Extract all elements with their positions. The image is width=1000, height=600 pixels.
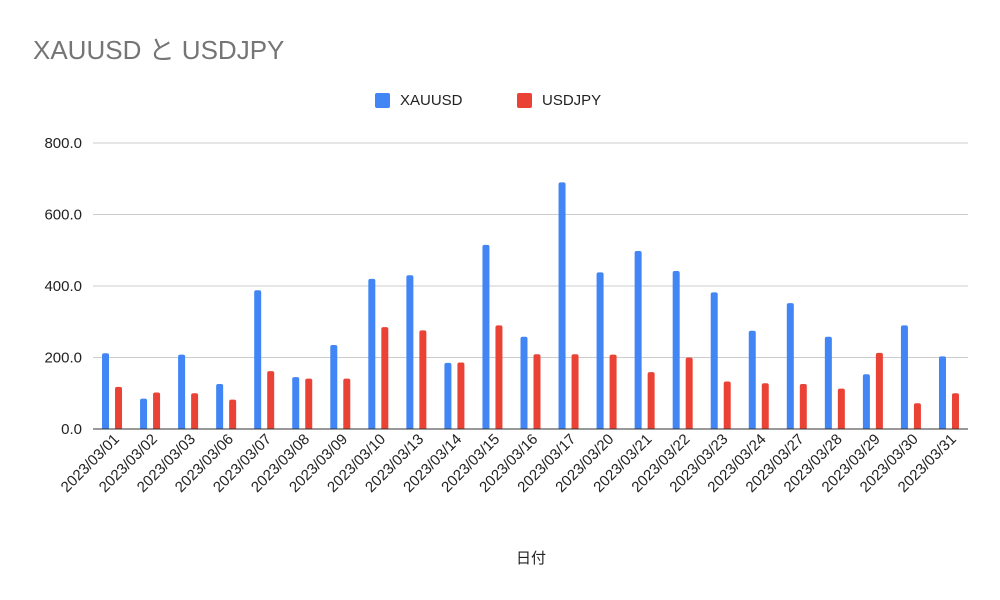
bar-xauusd-2023/03/07 <box>254 290 262 429</box>
bar-usdjpy-2023/03/28 <box>837 388 845 429</box>
bar-xauusd-2023/03/24 <box>748 330 756 429</box>
chart-title: XAUUSD と USDJPY <box>33 35 285 65</box>
bar-usdjpy-2023/03/24 <box>761 383 769 429</box>
bar-xauusd-2023/03/15 <box>482 244 490 429</box>
bar-usdjpy-2023/03/09 <box>343 378 351 429</box>
bar-xauusd-2023/03/21 <box>634 250 642 429</box>
bar-xauusd-2023/03/29 <box>862 374 870 429</box>
bar-usdjpy-2023/03/27 <box>799 383 807 429</box>
y-tick-label: 800.0 <box>44 135 82 152</box>
y-tick-label: 200.0 <box>44 350 82 367</box>
legend-swatch-xauusd <box>375 92 390 108</box>
legend-item-xauusd[interactable]: XAUUSD <box>375 88 463 112</box>
bar-xauusd-2023/03/02 <box>140 398 148 429</box>
y-tick-label: 600.0 <box>44 207 82 224</box>
bar-usdjpy-2023/03/31 <box>951 393 959 429</box>
bar-usdjpy-2023/03/29 <box>875 352 883 429</box>
bar-xauusd-2023/03/09 <box>330 344 338 429</box>
bar-xauusd-2023/03/01 <box>102 353 110 429</box>
bar-usdjpy-2023/03/07 <box>267 371 275 429</box>
bar-usdjpy-2023/03/21 <box>647 372 655 429</box>
bar-usdjpy-2023/03/14 <box>457 362 465 429</box>
legend-label-usdjpy: USDJPY <box>542 91 602 109</box>
bar-usdjpy-2023/03/20 <box>609 354 617 429</box>
bar-usdjpy-2023/03/03 <box>191 393 199 429</box>
bar-usdjpy-2023/03/22 <box>685 357 693 429</box>
bar-xauusd-2023/03/03 <box>178 354 186 429</box>
bar-xauusd-2023/03/10 <box>368 278 376 429</box>
bar-xauusd-2023/03/16 <box>520 336 528 429</box>
bar-xauusd-2023/03/20 <box>596 272 604 429</box>
bar-usdjpy-2023/03/17 <box>571 354 579 429</box>
legend: XAUUSD USDJPY <box>0 88 1000 112</box>
bar-usdjpy-2023/03/13 <box>419 330 427 429</box>
y-tick-label: 400.0 <box>44 278 82 295</box>
bar-xauusd-2023/03/08 <box>292 377 300 429</box>
legend-label-xauusd: XAUUSD <box>400 91 463 109</box>
bar-usdjpy-2023/03/08 <box>305 378 313 429</box>
bar-usdjpy-2023/03/30 <box>913 403 921 429</box>
bar-xauusd-2023/03/06 <box>216 383 224 429</box>
bar-usdjpy-2023/03/01 <box>115 386 123 429</box>
bar-xauusd-2023/03/14 <box>444 362 452 429</box>
legend-swatch-usdjpy <box>517 92 532 108</box>
bar-usdjpy-2023/03/16 <box>533 354 541 429</box>
bar-xauusd-2023/03/30 <box>900 325 908 429</box>
legend-item-usdjpy[interactable]: USDJPY <box>517 88 601 112</box>
bar-usdjpy-2023/03/02 <box>153 392 161 429</box>
bar-xauusd-2023/03/27 <box>786 303 794 429</box>
bar-usdjpy-2023/03/23 <box>723 381 731 429</box>
bar-xauusd-2023/03/17 <box>558 182 566 429</box>
bar-usdjpy-2023/03/10 <box>381 327 389 429</box>
bar-xauusd-2023/03/22 <box>672 270 680 429</box>
bar-xauusd-2023/03/28 <box>824 336 832 429</box>
x-axis-title: 日付 <box>516 549 546 567</box>
bar-xauusd-2023/03/23 <box>710 292 718 429</box>
y-tick-label: 0.0 <box>61 421 82 438</box>
bar-xauusd-2023/03/13 <box>406 275 414 429</box>
bar-usdjpy-2023/03/06 <box>229 399 237 429</box>
bar-xauusd-2023/03/31 <box>938 356 946 429</box>
bar-usdjpy-2023/03/15 <box>495 325 503 429</box>
